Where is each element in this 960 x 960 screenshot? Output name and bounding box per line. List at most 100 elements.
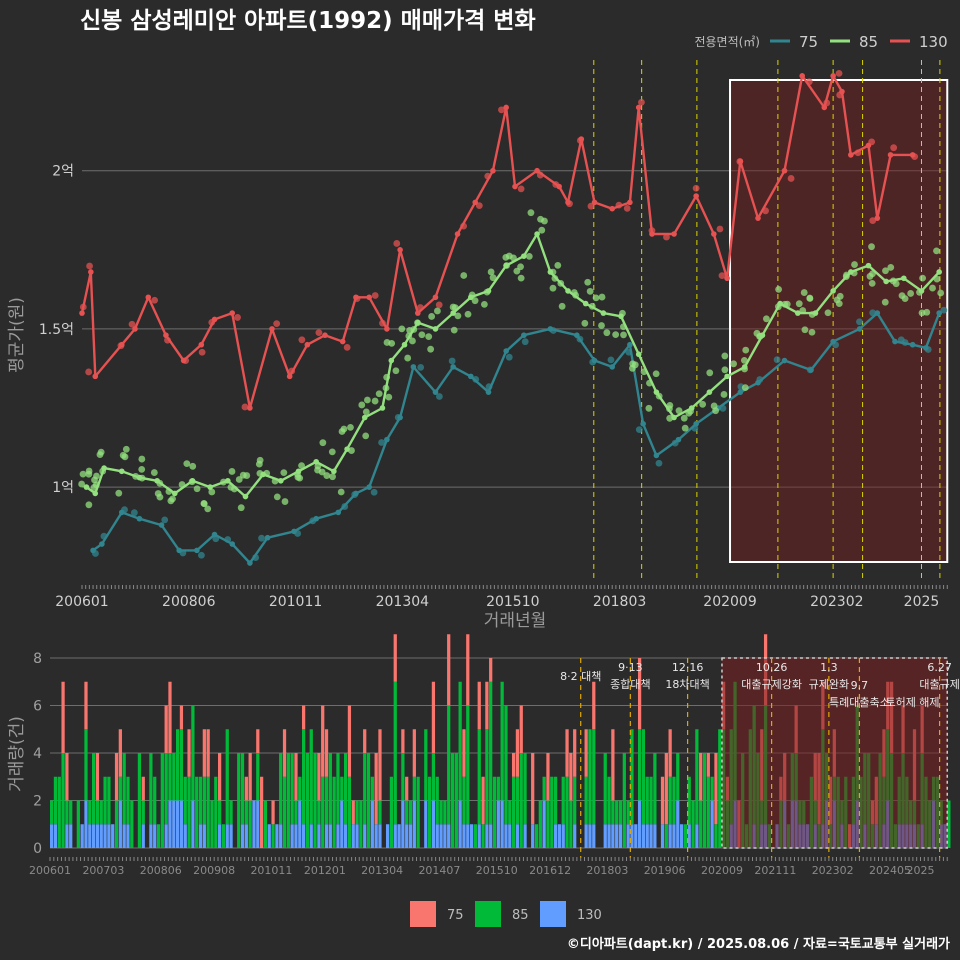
data-point <box>909 152 916 158</box>
volume-bar <box>569 753 573 801</box>
series-75 <box>90 306 948 566</box>
volume-bar <box>99 800 103 825</box>
volume-bar <box>393 634 397 682</box>
annotation-label-line: 10.26 <box>756 661 788 674</box>
volume-bar <box>573 824 577 848</box>
volume-bar <box>175 800 180 848</box>
data-point <box>582 300 589 307</box>
volume-bar <box>611 824 615 848</box>
volume-bar <box>366 753 371 848</box>
volume-bar <box>340 800 344 848</box>
data-point <box>237 504 245 512</box>
data-point <box>498 106 505 114</box>
annotation-label-line: 6.27 <box>927 661 952 674</box>
data-point <box>759 332 766 339</box>
volume-bar <box>462 776 466 825</box>
data-point <box>887 152 894 158</box>
data-point <box>435 301 443 309</box>
volume-bar <box>447 634 451 706</box>
data-point <box>909 341 916 348</box>
data-point <box>485 389 492 395</box>
data-point <box>273 320 281 328</box>
volume-bar <box>91 753 96 825</box>
x2-tick-label: 201304 <box>361 864 403 877</box>
data-point <box>171 490 178 497</box>
volume-bar <box>267 824 271 848</box>
volume-bar <box>592 824 596 848</box>
data-point <box>800 289 808 296</box>
data-point <box>898 292 906 300</box>
data-point <box>435 393 443 400</box>
volume-bar <box>485 824 489 848</box>
data-point <box>755 215 761 221</box>
data-point <box>787 175 795 182</box>
volume-bar <box>588 824 592 848</box>
volume-bar <box>393 824 397 848</box>
volume-bar <box>53 824 58 848</box>
x2-tick-label: 201201 <box>304 864 346 877</box>
volume-bar <box>523 753 527 825</box>
data-point <box>343 343 351 351</box>
volume-bar <box>466 705 470 825</box>
volume-bar <box>118 729 122 777</box>
data-point <box>243 472 251 479</box>
x-tick-label: 201510 <box>486 594 539 610</box>
data-point <box>724 373 730 380</box>
data-point <box>868 243 875 251</box>
volume-bar <box>65 753 69 801</box>
volume-bar <box>217 800 222 825</box>
data-point <box>128 320 136 328</box>
volume-bar <box>412 776 416 801</box>
data-point <box>505 252 513 260</box>
volume-bar <box>332 776 336 848</box>
volume-bar <box>553 824 558 848</box>
data-point <box>93 472 100 480</box>
volume-bar <box>275 824 279 848</box>
data-point <box>513 267 521 275</box>
data-point <box>699 400 707 408</box>
x-tick-label: 201803 <box>593 594 646 610</box>
volume-bar <box>618 800 623 825</box>
volume-bar <box>603 824 607 848</box>
volume-bar <box>294 753 298 801</box>
data-point <box>547 269 554 275</box>
data-point <box>193 485 201 493</box>
legend-bottom: 75 85 130 <box>410 901 602 927</box>
data-point <box>180 357 187 364</box>
series-130 <box>79 69 919 411</box>
data-point <box>401 341 408 348</box>
volume-bar <box>103 776 107 825</box>
data-point <box>721 352 729 360</box>
data-point <box>414 310 421 316</box>
volume-bar <box>424 729 428 801</box>
annotation-label-line: 18차대책 <box>665 678 709 691</box>
data-point <box>136 515 143 522</box>
data-point <box>118 509 125 516</box>
volume-bar <box>668 824 672 848</box>
data-point <box>298 462 305 470</box>
annotation-label: 9.7 특례대출축소 <box>829 679 890 709</box>
volume-bar <box>225 824 229 848</box>
volume-bar <box>481 824 485 848</box>
volume-bar <box>294 824 298 848</box>
volume-bar <box>99 824 103 848</box>
volume-bar <box>324 776 329 825</box>
volume-bar <box>141 800 145 825</box>
volume-bar <box>149 753 153 825</box>
volume-bar <box>118 800 122 848</box>
data-point <box>505 353 513 361</box>
volume-bar <box>519 705 523 753</box>
data-point <box>680 414 688 422</box>
data-point <box>475 202 483 209</box>
data-point <box>874 215 881 221</box>
data-point <box>635 104 642 111</box>
volume-bar <box>248 753 252 801</box>
volume-bar <box>328 824 332 848</box>
y2-axis-label: 거래량(건) <box>7 716 27 792</box>
volume-bar <box>84 681 88 730</box>
data-point <box>587 202 595 210</box>
volume-bar <box>695 824 699 848</box>
volume-bar <box>378 729 382 801</box>
data-point <box>92 373 99 380</box>
volume-bar <box>645 776 649 825</box>
